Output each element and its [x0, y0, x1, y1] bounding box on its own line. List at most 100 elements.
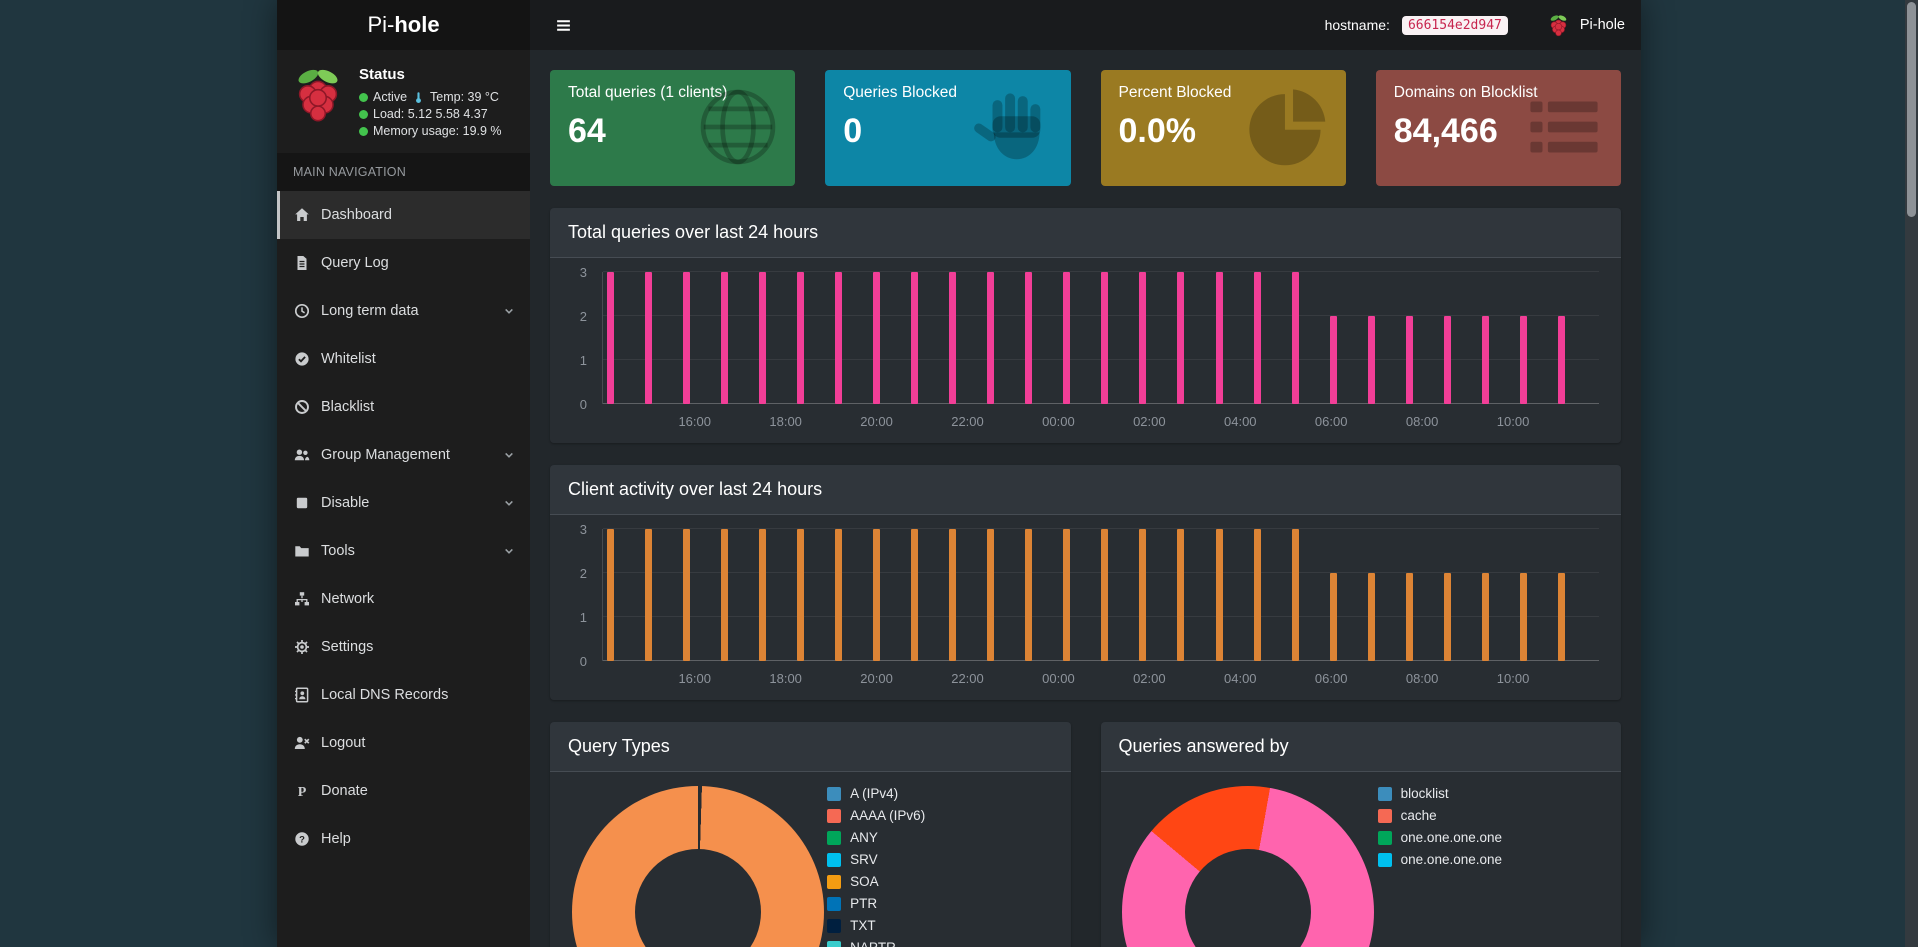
sidebar-toggle-button[interactable]	[546, 8, 580, 42]
chart-bar	[1101, 529, 1109, 661]
legend-swatch	[827, 808, 842, 823]
chevron-down-icon	[502, 496, 516, 510]
sidebar-item-dashboard[interactable]: Dashboard	[277, 191, 530, 239]
sidebar-item-disable[interactable]: Disable	[277, 479, 530, 527]
queries-answered-by-donut	[1122, 786, 1375, 947]
panel-title: Client activity over last 24 hours	[550, 465, 1621, 515]
sidebar-item-local-dns-records[interactable]: Local DNS Records	[277, 671, 530, 719]
chart-bar	[1063, 529, 1071, 661]
users-icon	[294, 447, 310, 463]
sidebar-item-settings[interactable]: Settings	[277, 623, 530, 671]
query-types-legend: A (IPv4) AAAA (IPv6) ANY SRV SOA PTR TXT NAPTR	[827, 780, 1052, 947]
list-icon	[1521, 84, 1607, 170]
chart-bar	[1405, 573, 1413, 661]
chart-bar	[873, 272, 881, 404]
sidebar-item-logout[interactable]: Logout	[277, 719, 530, 767]
card-value: 64	[568, 112, 606, 150]
summary-card-total-queries-1-clients[interactable]: Total queries (1 clients) 64	[550, 70, 796, 186]
legend-label: NAPTR	[850, 940, 896, 947]
legend-swatch	[827, 852, 842, 867]
sidebar-item-donate[interactable]: Donate	[277, 767, 530, 815]
chart-bar	[1329, 316, 1337, 404]
bottom-row: Query Types A (IPv4) AAAA (IPv6) ANY SRV SOA…	[550, 722, 1621, 947]
panel-queries-answered-by: Queries answered by blocklist cache one.on…	[1100, 722, 1621, 947]
sidebar-item-label: Long term data	[321, 303, 419, 319]
raspberry-icon	[1546, 13, 1571, 38]
x-axis: 16:00 18:00 20:00 22:00 00:00 02:00 04:00 06:00…	[602, 404, 1599, 431]
sidebar-item-label: Dashboard	[321, 207, 392, 223]
chart-bar	[835, 529, 843, 661]
chart-bar	[1139, 272, 1147, 404]
card-title: Domains on Blocklist	[1393, 84, 1538, 101]
chart-bar	[797, 272, 805, 404]
x-tick-label: 10:00	[1496, 414, 1530, 429]
sidebar-item-label: Donate	[321, 783, 368, 799]
sidebar-item-long-term-data[interactable]: Long term data	[277, 287, 530, 335]
card-title: Total queries (1 clients)	[568, 84, 728, 101]
legend-item-a-ipv4[interactable]: A (IPv4)	[827, 786, 1052, 801]
chart-bar	[1519, 573, 1527, 661]
legend-item-soa[interactable]: SOA	[827, 874, 1052, 889]
x-tick-label: 04:00	[1223, 414, 1257, 429]
sidebar-item-tools[interactable]: Tools	[277, 527, 530, 575]
status-memory-row: Memory usage: 19.9 %	[359, 124, 502, 138]
legend-item-ptr[interactable]: PTR	[827, 896, 1052, 911]
y-tick-label: 3	[579, 522, 587, 537]
legend-label: ANY	[850, 830, 878, 845]
chevron-down-icon	[502, 544, 516, 558]
client-activity-chart: 0 1 2 3 16:00 18:00 20:00 22:00 00:00 02:00 04:00…	[550, 515, 1621, 700]
chart-bar	[1101, 272, 1109, 404]
chart-bar	[607, 272, 614, 404]
account-menu[interactable]: Pi-hole	[1546, 13, 1625, 38]
y-tick-label: 2	[579, 309, 587, 325]
gridline	[603, 660, 1599, 661]
chart-bar	[759, 529, 767, 661]
sidebar-item-query-log[interactable]: Query Log	[277, 239, 530, 287]
queries-answered-by-chart: blocklist cache one.one.one.one one.one.one…	[1100, 772, 1621, 947]
status-text: Status Active Temp: 39 °C Load: 5.12 5.5…	[359, 64, 502, 141]
sidebar-item-whitelist[interactable]: Whitelist	[277, 335, 530, 383]
legend-item-one-one-one-one[interactable]: one.one.one.one	[1377, 830, 1603, 845]
sidebar-item-network[interactable]: Network	[277, 575, 530, 623]
legend-item-naptr[interactable]: NAPTR	[827, 940, 1052, 947]
chart-bars	[607, 529, 1565, 661]
legend-item-aaaa-ipv6[interactable]: AAAA (IPv6)	[827, 808, 1052, 823]
sidebar-item-label: Logout	[321, 735, 366, 751]
legend-item-blocklist[interactable]: blocklist	[1377, 786, 1603, 801]
summary-card-queries-blocked[interactable]: Queries Blocked 0	[825, 70, 1071, 186]
ban-icon	[294, 399, 310, 415]
chart-bar	[721, 272, 729, 404]
legend-label: A (IPv4)	[850, 786, 899, 801]
panel-client-activity: Client activity over last 24 hours 0 1 2 3 …	[550, 465, 1621, 700]
sidebar-item-label: Query Log	[321, 255, 389, 271]
legend-item-any[interactable]: ANY	[827, 830, 1052, 845]
sidebar-item-help[interactable]: Help	[277, 815, 530, 863]
legend-item-one-one-one-one[interactable]: one.one.one.one	[1377, 852, 1603, 867]
chart-bar	[1025, 272, 1033, 404]
legend-item-cache[interactable]: cache	[1377, 808, 1603, 823]
hand-icon	[971, 84, 1057, 170]
legend-label: TXT	[850, 918, 876, 933]
legend-item-txt[interactable]: TXT	[827, 918, 1052, 933]
chart-bar	[1253, 529, 1261, 661]
sidebar-item-blacklist[interactable]: Blacklist	[277, 383, 530, 431]
y-tick-label: 0	[579, 397, 587, 412]
sidebar-item-label: Help	[321, 831, 351, 847]
legend-label: blocklist	[1400, 786, 1449, 801]
brand-logo[interactable]: Pi-hole	[277, 0, 530, 50]
card-title: Percent Blocked	[1118, 84, 1232, 101]
x-tick-label: 06:00	[1314, 414, 1348, 429]
chart-bar	[987, 529, 995, 661]
summary-card-percent-blocked[interactable]: Percent Blocked 0.0%	[1100, 70, 1346, 186]
scrollbar-thumb[interactable]	[1907, 2, 1916, 217]
sidebar-item-group-management[interactable]: Group Management	[277, 431, 530, 479]
chart-bar	[949, 272, 957, 404]
x-tick-label: 20:00	[860, 671, 893, 686]
chart-bar	[1557, 573, 1565, 661]
status-ok-dot	[359, 126, 368, 136]
chart-bar	[759, 272, 767, 404]
legend-item-srv[interactable]: SRV	[827, 852, 1052, 867]
pihole-raspberry-logo	[287, 64, 349, 126]
chart-bar	[1139, 529, 1147, 661]
summary-card-domains-on-blocklist[interactable]: Domains on Blocklist 84,466	[1375, 70, 1621, 186]
